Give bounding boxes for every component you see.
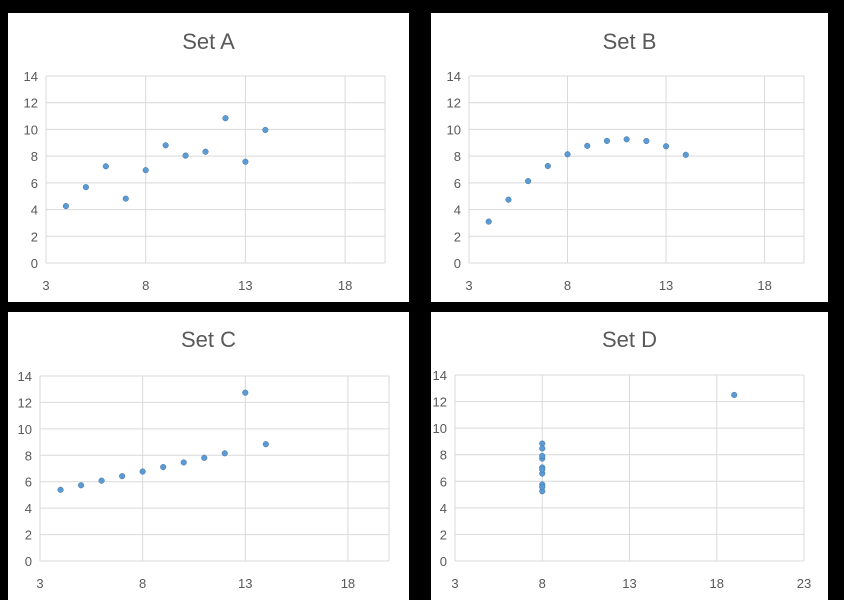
data-point (57, 486, 64, 493)
y-tick-label: 14 (433, 368, 447, 383)
data-point (539, 452, 546, 459)
data-point (242, 389, 249, 396)
plot-area: 0 2 4 6 8 10 12 14 3 8 13 18 (24, 69, 386, 293)
y-tick-label: 0 (31, 256, 38, 271)
data-point (539, 484, 546, 491)
x-tick-label: 13 (622, 576, 636, 591)
chart-panel-set-c: Set C 0 2 4 6 8 10 12 14 3 8 13 18 (8, 312, 409, 600)
chart-title: Set A (182, 29, 235, 54)
y-tick-label: 0 (25, 554, 32, 569)
y-tick-label: 10 (433, 421, 447, 436)
chart-title: Set B (602, 29, 657, 54)
x-tick-label: 23 (797, 576, 811, 591)
y-tick-label: 12 (24, 96, 38, 111)
y-tick-label: 14 (18, 369, 32, 384)
y-tick-label: 14 (24, 69, 38, 84)
y-tick-label: 6 (25, 475, 32, 490)
data-point (82, 184, 89, 191)
data-point (62, 203, 69, 210)
chart-panel-set-d: Set D 0 2 4 6 8 10 12 14 3 8 13 18 23 (431, 312, 828, 600)
y-tick-label: 2 (31, 229, 38, 244)
data-point (539, 466, 546, 473)
data-point (584, 142, 591, 149)
data-point (485, 218, 492, 225)
data-point (222, 115, 229, 122)
y-tick-label: 4 (31, 203, 38, 218)
x-tick-label: 13 (659, 278, 673, 293)
data-point (262, 126, 269, 134)
x-tick-label: 8 (139, 576, 146, 591)
chart-panel-set-a: Set A 0 2 4 6 8 10 12 14 3 8 13 18 (8, 13, 409, 302)
data-point (180, 459, 187, 466)
x-tick-label: 18 (710, 576, 724, 591)
data-point (505, 196, 512, 203)
data-point (142, 167, 149, 174)
y-tick-label: 14 (447, 69, 461, 84)
data-point (262, 441, 269, 448)
y-tick-label: 12 (433, 395, 447, 410)
y-tick-label: 10 (24, 122, 38, 137)
data-point (162, 142, 169, 149)
data-point (564, 151, 571, 158)
x-tick-label: 3 (36, 576, 43, 591)
chart-title: Set C (180, 327, 237, 352)
y-tick-label: 6 (440, 474, 447, 489)
y-tick-label: 8 (25, 448, 32, 463)
data-point (663, 143, 670, 150)
data-point (160, 463, 167, 471)
y-tick-label: 6 (31, 176, 38, 191)
x-tick-label: 8 (539, 576, 546, 591)
plot-area: 0 2 4 6 8 10 12 14 3 8 13 18 (447, 69, 805, 293)
data-point (544, 162, 551, 170)
y-tick-label: 0 (440, 554, 447, 569)
y-tick-label: 6 (454, 176, 461, 191)
x-tick-label: 3 (42, 278, 49, 293)
data-point (102, 163, 109, 170)
data-point (623, 136, 630, 143)
x-tick-label: 18 (338, 278, 352, 293)
data-point (682, 151, 689, 158)
y-tick-label: 12 (447, 96, 461, 111)
y-tick-label: 4 (25, 501, 32, 516)
data-point (603, 137, 610, 144)
x-tick-label: 13 (238, 278, 252, 293)
y-tick-label: 8 (440, 448, 447, 463)
chart-title: Set D (601, 327, 658, 352)
data-point (139, 468, 146, 475)
x-tick-label: 8 (564, 278, 571, 293)
y-tick-label: 2 (440, 527, 447, 542)
y-tick-label: 4 (454, 203, 461, 218)
data-point (731, 391, 738, 398)
y-tick-label: 10 (447, 122, 461, 137)
y-tick-label: 2 (454, 229, 461, 244)
data-point (539, 445, 546, 452)
x-tick-label: 18 (341, 576, 355, 591)
y-tick-label: 10 (18, 422, 32, 437)
data-point (98, 477, 105, 484)
data-point (182, 152, 189, 159)
y-tick-label: 2 (25, 528, 32, 543)
x-tick-label: 13 (238, 576, 252, 591)
x-tick-label: 8 (142, 278, 149, 293)
x-tick-label: 18 (757, 278, 771, 293)
y-tick-label: 4 (440, 501, 447, 516)
plot-area: 0 2 4 6 8 10 12 14 3 8 13 18 23 (433, 368, 812, 591)
data-point (122, 195, 129, 202)
data-point (242, 158, 249, 165)
data-point (201, 454, 208, 461)
y-tick-label: 8 (31, 149, 38, 164)
data-point (119, 473, 126, 480)
plot-area: 0 2 4 6 8 10 12 14 3 8 13 18 (18, 369, 390, 591)
y-tick-label: 12 (18, 395, 32, 410)
data-point (221, 450, 228, 457)
y-tick-label: 8 (454, 149, 461, 164)
data-point (202, 148, 209, 155)
x-tick-label: 3 (465, 278, 472, 293)
y-tick-label: 0 (454, 256, 461, 271)
data-point (643, 137, 650, 145)
chart-panel-set-b: Set B 0 2 4 6 8 10 12 14 3 8 13 18 (431, 13, 828, 302)
data-point (525, 178, 532, 185)
data-point (78, 482, 85, 489)
x-tick-label: 3 (451, 576, 458, 591)
